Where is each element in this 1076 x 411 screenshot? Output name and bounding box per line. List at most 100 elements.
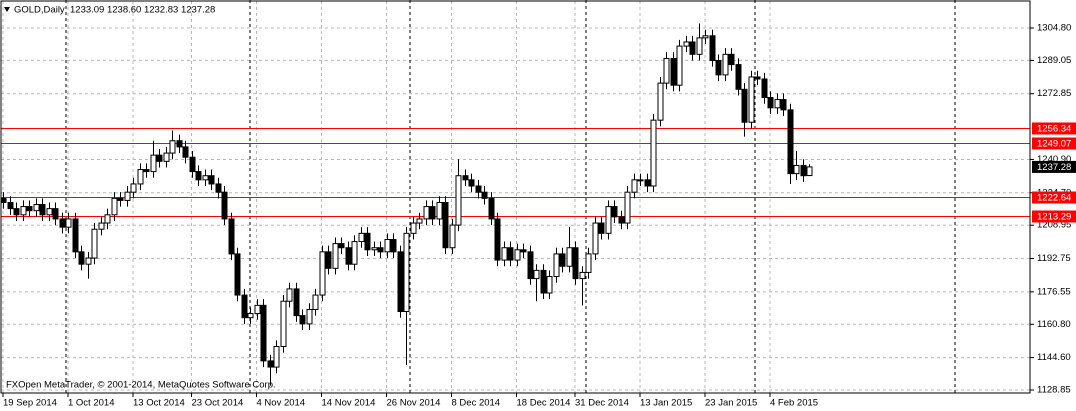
x-tick-label: 19 Sep 2014 (3, 398, 57, 409)
candle-body (449, 224, 456, 249)
candle-body (189, 156, 196, 173)
candle-body (670, 57, 677, 86)
x-tick-label: 1 Oct 2014 (68, 398, 114, 409)
candle-body (410, 222, 417, 234)
candle-body (644, 179, 651, 187)
candle-body (488, 197, 495, 220)
candle-body (91, 228, 98, 259)
candle-body (403, 232, 410, 313)
candle-body (475, 185, 482, 193)
candle-body (527, 251, 534, 280)
candle-body (59, 218, 66, 228)
candle-body (345, 247, 352, 265)
candle-body (611, 206, 618, 218)
y-tick-label: 1176.55 (1037, 286, 1071, 297)
level-label: 1249.07 (1037, 139, 1071, 150)
candle-body (150, 154, 157, 173)
candle-body (169, 140, 176, 154)
candle-body (598, 222, 605, 234)
candle-body (39, 204, 46, 216)
candles (0, 23, 813, 386)
candle-body (800, 164, 807, 177)
candle-body (455, 175, 462, 226)
candle-body (436, 201, 443, 220)
candle-body (572, 247, 579, 280)
candle-body (306, 308, 313, 325)
x-tick-label: 31 Dec 2014 (575, 398, 629, 409)
price-label: 1237.28 (1037, 162, 1071, 173)
chart-title: GOLD,Daily (14, 5, 65, 16)
candle-body (241, 294, 248, 319)
candle-body (637, 179, 644, 182)
x-tick-label: 23 Oct 2014 (192, 398, 244, 409)
candle-body (384, 239, 391, 253)
candle-body (683, 41, 690, 47)
candle-body (72, 218, 79, 253)
x-tick-label: 14 Nov 2014 (322, 398, 376, 409)
candle-body (793, 164, 800, 175)
x-tick-label: 4 Feb 2015 (770, 398, 818, 409)
candle-body (111, 197, 118, 216)
candle-body (46, 208, 53, 216)
candle-body (442, 201, 449, 249)
candle-body (481, 191, 488, 199)
candle-body (585, 253, 592, 273)
candle-body (26, 206, 33, 212)
candle-body (754, 76, 761, 80)
candle-body (358, 232, 365, 243)
candle-body (163, 152, 170, 162)
candle-body (364, 232, 371, 251)
candle-body (657, 82, 664, 121)
level-label: 1213.29 (1037, 212, 1071, 223)
candle-body (715, 59, 722, 76)
candle-body (416, 218, 423, 224)
x-tick-label: 4 Nov 2014 (257, 398, 306, 409)
candle-body (234, 253, 241, 296)
candle-body (390, 239, 397, 253)
candle-body (397, 251, 404, 313)
x-tick-label: 26 Nov 2014 (387, 398, 441, 409)
candle-body (208, 175, 215, 185)
candle-body (520, 249, 527, 253)
copyright: FXOpen MetaTrader, © 2001-2014, MetaQuot… (6, 380, 276, 391)
y-tick-label: 1208.95 (1037, 220, 1071, 231)
candle-body (202, 175, 209, 181)
x-tick-label: 18 Dec 2014 (517, 398, 571, 409)
candle-body (559, 253, 566, 267)
candle-body (553, 253, 560, 278)
candle-body (741, 88, 748, 123)
candle-body (130, 183, 137, 193)
candle-body (52, 208, 59, 220)
candle-body (722, 53, 729, 76)
candle-body (85, 257, 92, 265)
candle-body (507, 247, 514, 261)
candle-body (761, 78, 768, 99)
candle-body (689, 41, 696, 55)
menu-arrow[interactable] (4, 7, 10, 12)
grid (1, 1, 1030, 393)
candle-body (143, 169, 150, 173)
candle-body (312, 294, 319, 310)
candle-body (624, 191, 631, 224)
candle-body (137, 169, 144, 185)
candle-body (0, 197, 7, 203)
candle-body (104, 214, 111, 224)
candle-body (319, 251, 326, 296)
level-label-bg (1032, 191, 1076, 204)
candle-body (228, 218, 235, 255)
candle-body (260, 304, 267, 362)
candle-body (33, 204, 40, 212)
candle-body (494, 218, 501, 261)
candle-body (332, 243, 339, 269)
candle-body (215, 183, 222, 193)
candle-body (293, 288, 300, 317)
level-label-bg (1032, 122, 1076, 135)
candle-body (286, 288, 293, 302)
candle-body (371, 247, 378, 251)
candle-body (631, 179, 638, 193)
candle-body (605, 206, 612, 234)
candle-body (462, 175, 469, 181)
candle-body (806, 166, 813, 177)
